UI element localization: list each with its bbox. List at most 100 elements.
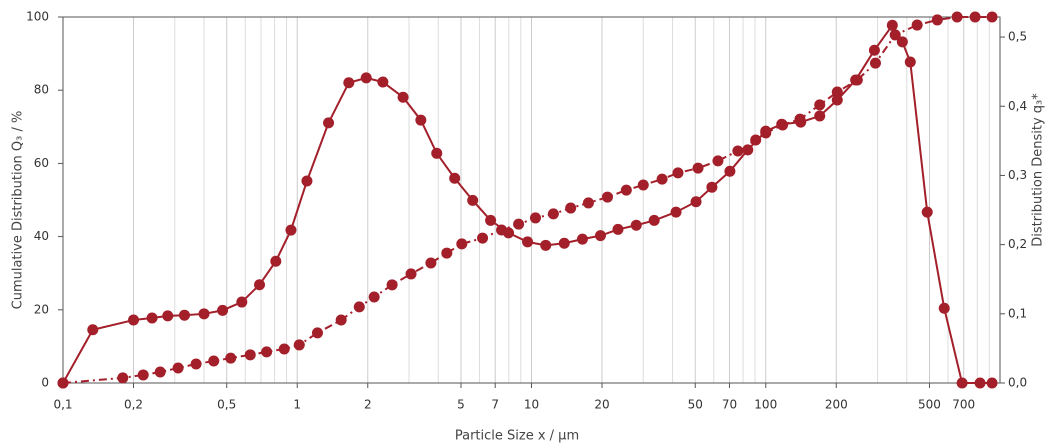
data-point	[648, 214, 660, 226]
y2-tick-label: 0,1	[1008, 306, 1027, 320]
data-point	[951, 11, 963, 23]
y-tick-label: 60	[34, 156, 49, 170]
x-tick-label: 2	[364, 398, 372, 412]
data-point	[986, 377, 998, 389]
data-point	[128, 314, 140, 326]
x-tick-label: 7	[491, 398, 499, 412]
data-point	[456, 238, 468, 250]
data-point	[87, 324, 99, 336]
data-point	[742, 144, 754, 156]
data-point	[672, 167, 684, 179]
y2-tick-label: 0,0	[1008, 376, 1027, 390]
x-tick-label: 700	[952, 398, 975, 412]
data-point	[254, 279, 266, 291]
data-point	[301, 175, 313, 187]
data-point	[467, 194, 479, 206]
data-point	[670, 206, 682, 218]
data-point	[986, 11, 998, 23]
x-tick-label: 50	[688, 398, 703, 412]
x-tick-label: 500	[918, 398, 941, 412]
data-point	[896, 36, 908, 48]
data-point	[706, 181, 718, 193]
x-tick-label: 1	[293, 398, 301, 412]
y2-tick-label: 0,5	[1008, 30, 1027, 44]
data-point	[162, 310, 174, 322]
data-point	[565, 202, 577, 214]
data-point	[620, 184, 632, 196]
data-point	[368, 291, 380, 303]
y-tick-label: 20	[34, 302, 49, 316]
data-point	[386, 279, 398, 291]
data-point	[974, 377, 986, 389]
data-point	[311, 327, 323, 339]
data-point	[405, 268, 417, 280]
data-point	[547, 208, 559, 220]
y-tick-label: 100	[26, 10, 49, 24]
data-point	[850, 74, 862, 86]
data-point	[137, 369, 149, 381]
y2-tick-label: 0,4	[1008, 99, 1027, 113]
data-point	[172, 362, 184, 374]
series-line	[62, 23, 993, 384]
y2-axis-title: Distribution Density q₃*	[1031, 93, 1046, 247]
y-tick-label: 40	[34, 229, 49, 243]
data-point	[869, 57, 881, 69]
data-point	[513, 218, 525, 230]
data-point	[630, 219, 642, 231]
data-point	[911, 19, 923, 31]
data-point	[637, 179, 649, 191]
data-point	[540, 239, 552, 251]
data-point	[217, 304, 229, 316]
data-point	[503, 227, 515, 239]
x-tick-label: 100	[754, 398, 777, 412]
data-point	[776, 118, 788, 130]
data-point	[261, 346, 273, 358]
data-point	[814, 99, 826, 111]
data-point	[956, 377, 968, 389]
data-point	[601, 191, 613, 203]
data-point	[178, 309, 190, 321]
data-point	[285, 224, 297, 236]
x-tick-label: 5	[457, 398, 465, 412]
data-point	[732, 145, 744, 157]
data-point	[831, 86, 843, 98]
data-point	[335, 314, 347, 326]
data-point	[656, 173, 668, 185]
series-line	[62, 16, 993, 384]
data-point	[795, 116, 807, 128]
data-point	[415, 114, 427, 126]
y-tick-label: 0	[41, 376, 49, 390]
y2-tick-label: 0,2	[1008, 237, 1027, 251]
data-point	[931, 14, 943, 26]
data-point	[278, 343, 290, 355]
x-tick-label: 70	[722, 398, 737, 412]
data-point	[921, 206, 933, 218]
data-point	[485, 214, 497, 226]
data-point	[225, 352, 237, 364]
data-point	[969, 11, 981, 23]
data-point	[323, 117, 335, 129]
x-axis-title: Particle Size x / µm	[455, 429, 579, 444]
data-point	[750, 134, 762, 146]
data-point	[431, 147, 443, 159]
data-point	[449, 172, 461, 184]
data-point	[760, 125, 772, 137]
data-point	[558, 237, 570, 249]
x-tick-label: 0,5	[217, 398, 236, 412]
data-point	[441, 247, 453, 259]
data-point	[690, 196, 702, 208]
data-point	[270, 255, 282, 267]
data-point	[57, 377, 69, 389]
x-tick-label: 20	[594, 398, 609, 412]
data-point	[236, 296, 248, 308]
plot-frame	[62, 16, 1001, 384]
data-point	[397, 91, 409, 103]
data-point	[889, 29, 901, 41]
data-point	[868, 44, 880, 56]
x-tick-label: 10	[524, 398, 539, 412]
data-point	[190, 358, 202, 370]
data-point	[477, 232, 489, 244]
data-point	[377, 76, 389, 88]
data-point	[576, 233, 588, 245]
y-axis-title: Cumulative Distribution Q₃ / %	[11, 111, 26, 310]
